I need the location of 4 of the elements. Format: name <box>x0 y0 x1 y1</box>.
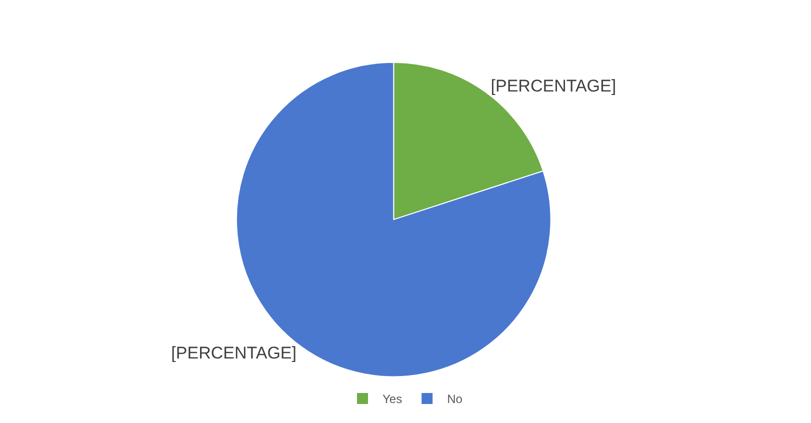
legend-label: Yes <box>382 392 402 406</box>
legend-label: No <box>447 392 463 406</box>
data-label: [PERCENTAGE] <box>171 343 297 362</box>
data-label: [PERCENTAGE] <box>490 76 616 96</box>
